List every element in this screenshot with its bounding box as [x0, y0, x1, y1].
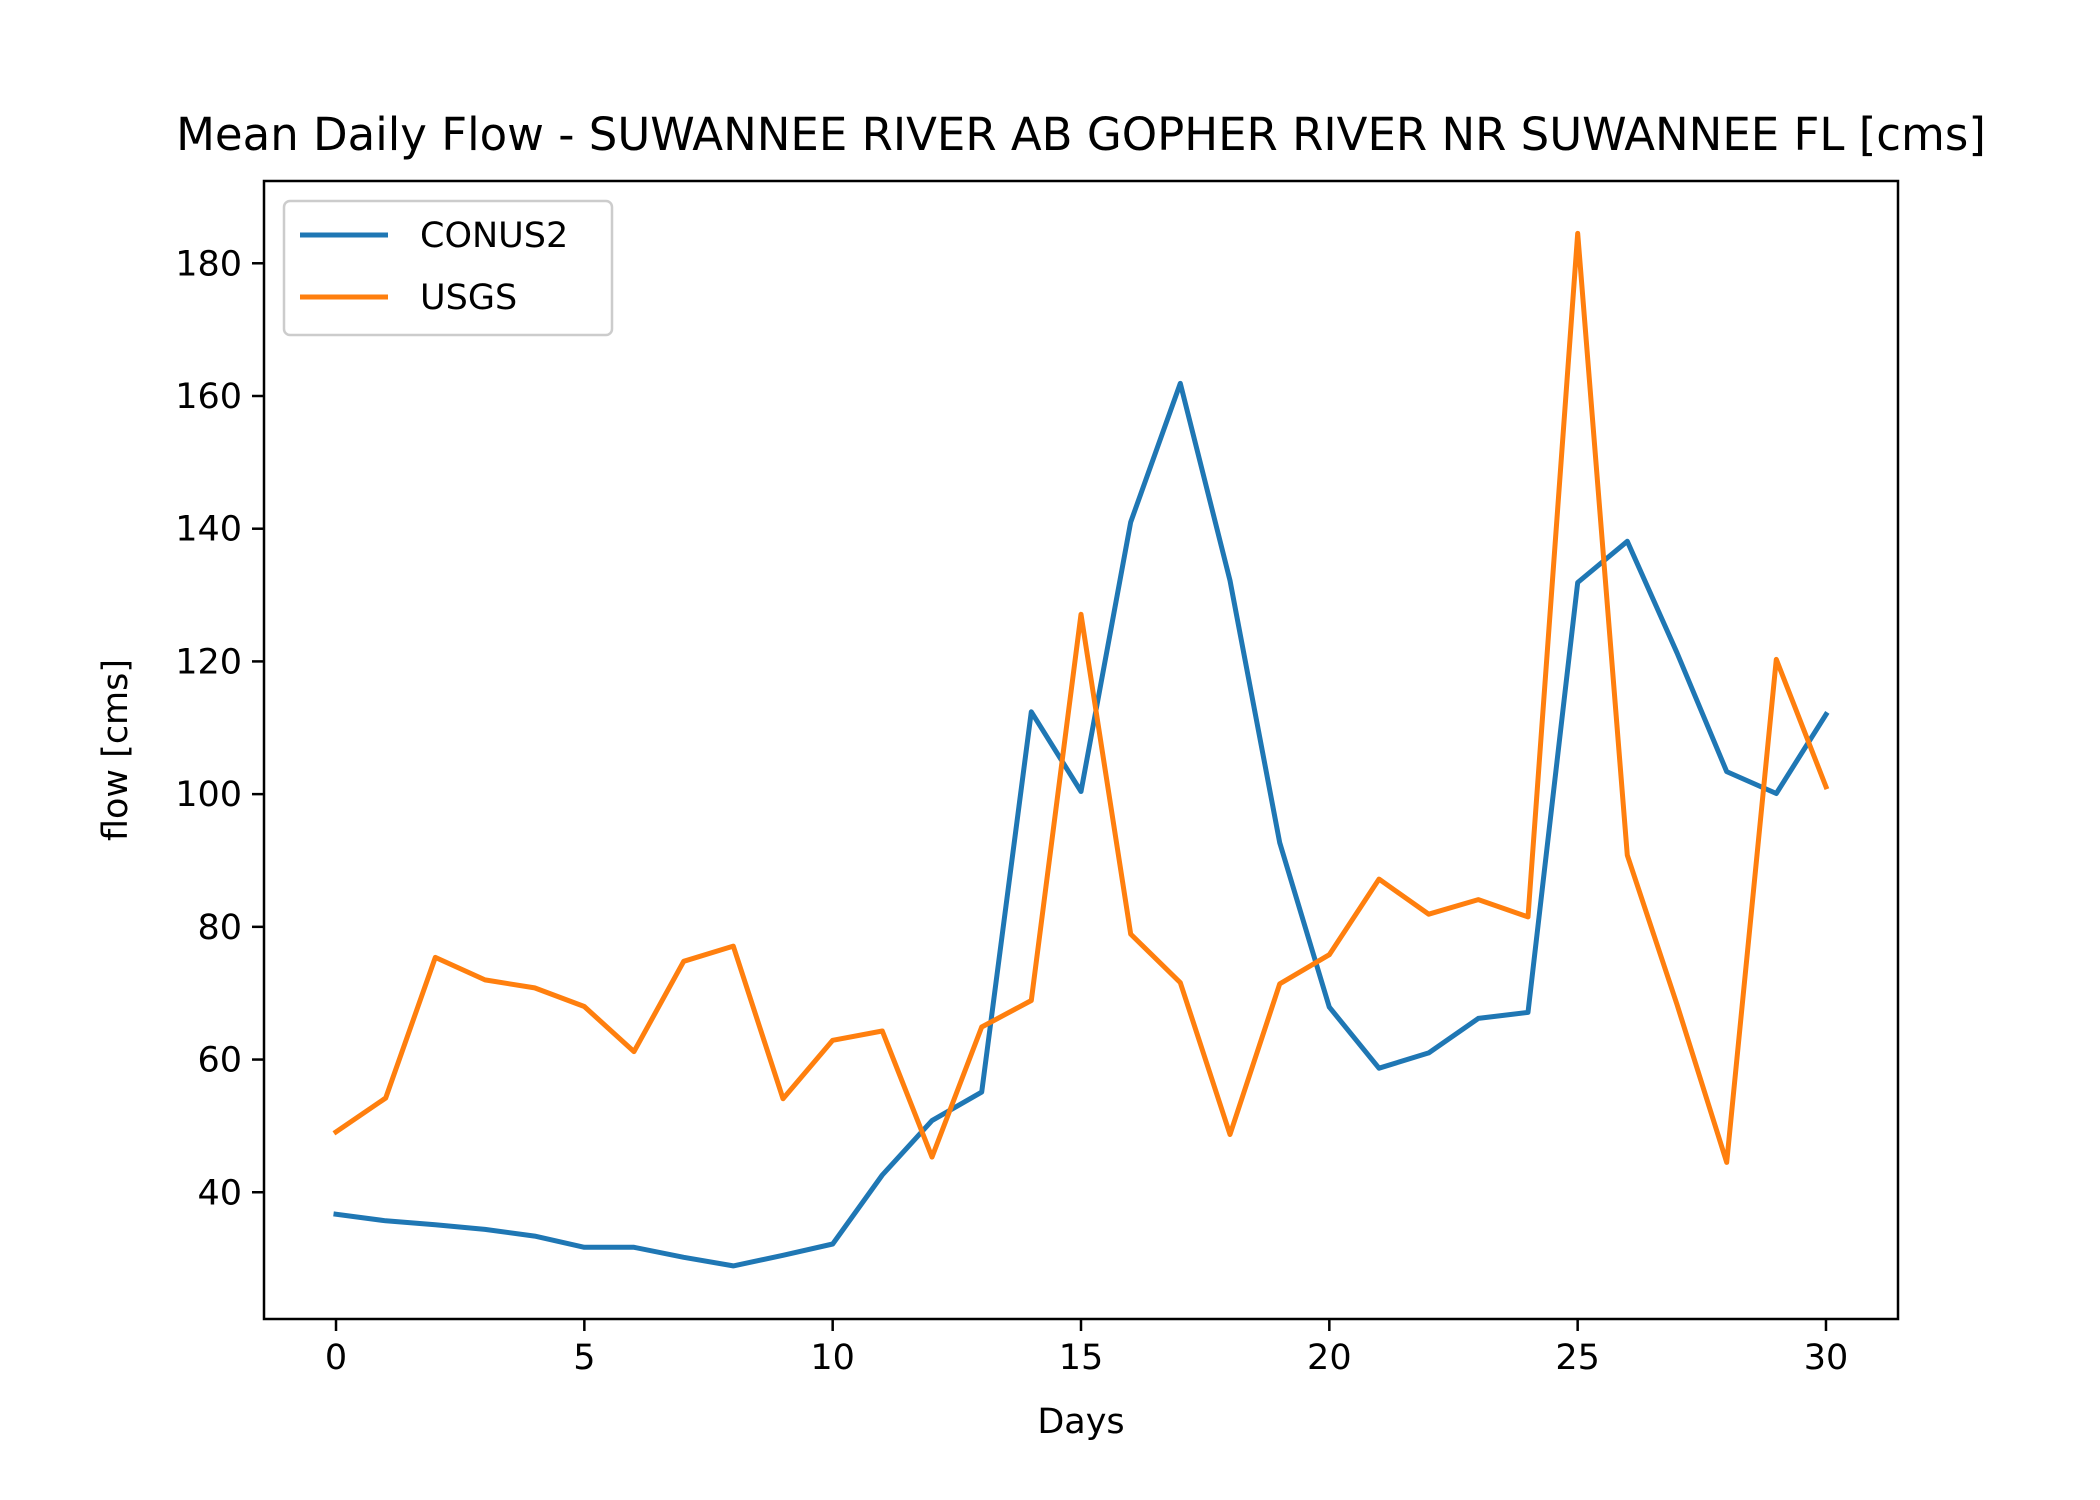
- x-tick-label: 0: [325, 1338, 347, 1378]
- legend-label-conus2: CONUS2: [420, 216, 568, 256]
- x-tick-label: 5: [573, 1338, 595, 1378]
- x-axis: 0 5 10 15 20 25 30: [325, 1319, 1848, 1378]
- y-tick-label: 60: [197, 1041, 242, 1081]
- y-tick-label: 40: [197, 1173, 242, 1213]
- legend: CONUS2 USGS: [282, 199, 614, 337]
- x-tick-label: 30: [1804, 1338, 1849, 1378]
- y-tick-label: 140: [175, 510, 242, 550]
- x-axis-label: Days: [1037, 1402, 1124, 1442]
- y-tick-label: 120: [175, 642, 242, 682]
- y-tick-label: 100: [175, 775, 242, 815]
- y-tick-label: 180: [175, 244, 242, 284]
- x-tick-label: 10: [810, 1338, 855, 1378]
- legend-label-usgs: USGS: [420, 278, 517, 318]
- x-tick-label: 25: [1555, 1338, 1600, 1378]
- y-tick-label: 160: [175, 377, 242, 417]
- x-tick-label: 20: [1307, 1338, 1352, 1378]
- series-line-conus2: [333, 380, 1830, 1269]
- y-axis: 40 60 80 100 120 140 160 180: [175, 244, 264, 1213]
- y-tick-label: 80: [197, 908, 242, 948]
- plot-area: [332, 230, 1830, 1269]
- chart-title: Mean Daily Flow - SUWANNEE RIVER AB GOPH…: [176, 108, 1986, 161]
- x-tick-label: 15: [1059, 1338, 1104, 1378]
- series-line-usgs: [332, 230, 1830, 1165]
- y-axis-label: flow [cms]: [96, 659, 136, 841]
